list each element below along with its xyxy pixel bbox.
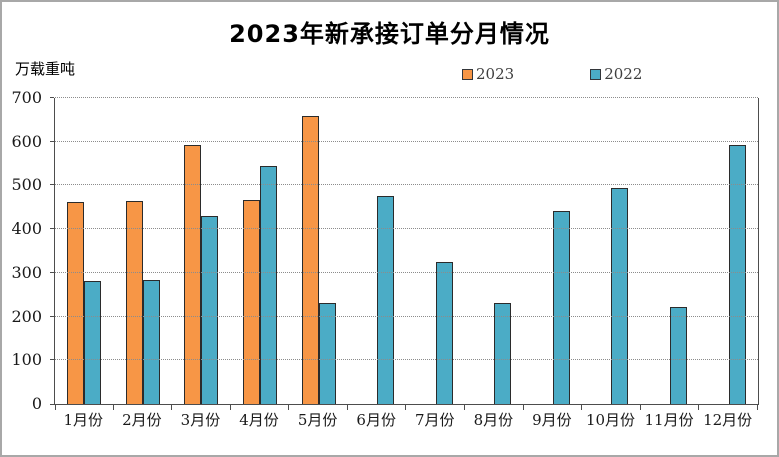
chart-title: 2023年新承接订单分月情况 <box>229 20 550 48</box>
category-column <box>348 98 407 410</box>
y-tick-label: 0 <box>31 394 42 413</box>
gridline <box>50 359 758 361</box>
bar-2023 <box>243 199 261 404</box>
gridline <box>50 315 758 317</box>
bar-2023 <box>125 201 143 404</box>
category-column <box>172 98 231 410</box>
x-tick-label: 1月份 <box>63 411 104 429</box>
category-column <box>406 98 465 410</box>
x-tick-label: 6月份 <box>356 411 396 429</box>
bar-2022 <box>318 303 336 404</box>
legend-item-2022: 2022 <box>590 65 642 83</box>
category-column <box>641 98 700 410</box>
legend-swatch-2023-icon <box>462 68 473 80</box>
x-tick-label: 5月份 <box>297 411 338 429</box>
gridline <box>50 97 758 98</box>
bar-2023 <box>184 145 202 404</box>
legend: 2023 2022 <box>462 65 642 83</box>
bar-2022 <box>377 195 395 404</box>
x-tick-label: 7月份 <box>414 411 455 429</box>
y-tick-label: 500 <box>11 175 42 195</box>
bar-2022 <box>494 302 512 404</box>
x-axis-labels: 1月份 2月份 3月份 4月份 5月份 6月份 7月份 8月份 9月份 10月份 11月份 12月份 <box>54 409 757 430</box>
bar-2022 <box>201 216 219 404</box>
category-column <box>465 98 524 410</box>
bar-2022 <box>84 280 102 404</box>
bar-2022 <box>611 188 629 404</box>
x-tick-label: 10月份 <box>585 411 636 429</box>
gridline <box>50 140 758 142</box>
bar-2022 <box>670 307 688 404</box>
x-tick-label: 9月份 <box>532 411 572 429</box>
bar-2022 <box>728 145 746 404</box>
legend-item-2023: 2023 <box>462 65 514 83</box>
y-tick-label: 400 <box>11 219 42 239</box>
plot-area <box>50 97 759 410</box>
y-tick-label: 100 <box>11 350 42 370</box>
category-column <box>524 98 583 410</box>
y-axis-unit-label: 万载重吨 <box>15 60 76 78</box>
x-tick-label: 2月份 <box>122 411 162 429</box>
legend-swatch-2022-icon <box>590 68 602 80</box>
y-tick-label: 700 <box>11 88 42 107</box>
gridline <box>50 228 758 230</box>
category-column <box>289 98 348 410</box>
x-tick-label: 8月份 <box>473 411 514 429</box>
y-tick-label: 200 <box>11 306 42 326</box>
gridline <box>50 271 758 273</box>
x-tick-label: 3月份 <box>180 411 221 429</box>
bar-2022 <box>260 165 278 404</box>
bar-2022 <box>552 211 570 404</box>
category-column <box>582 98 641 410</box>
legend-label-2023: 2023 <box>476 65 515 83</box>
x-tick-label: 12月份 <box>703 411 753 429</box>
categories <box>55 98 758 410</box>
bar-2023 <box>301 115 319 404</box>
category-column <box>231 98 290 410</box>
y-tick-label: 600 <box>11 131 42 151</box>
bar-2023 <box>67 202 85 404</box>
category-column <box>699 98 758 410</box>
y-axis-labels: 0 100 200 300 400 500 600 700 <box>2 90 48 412</box>
x-tick-label: 4月份 <box>239 411 279 429</box>
bar-2022 <box>142 280 160 404</box>
bar-2022 <box>435 261 453 404</box>
category-column <box>55 98 114 410</box>
category-column <box>114 98 173 410</box>
x-tick-label: 11月份 <box>644 411 694 429</box>
legend-label-2022: 2022 <box>604 65 643 83</box>
gridline <box>50 184 758 186</box>
y-tick-label: 300 <box>11 262 42 282</box>
